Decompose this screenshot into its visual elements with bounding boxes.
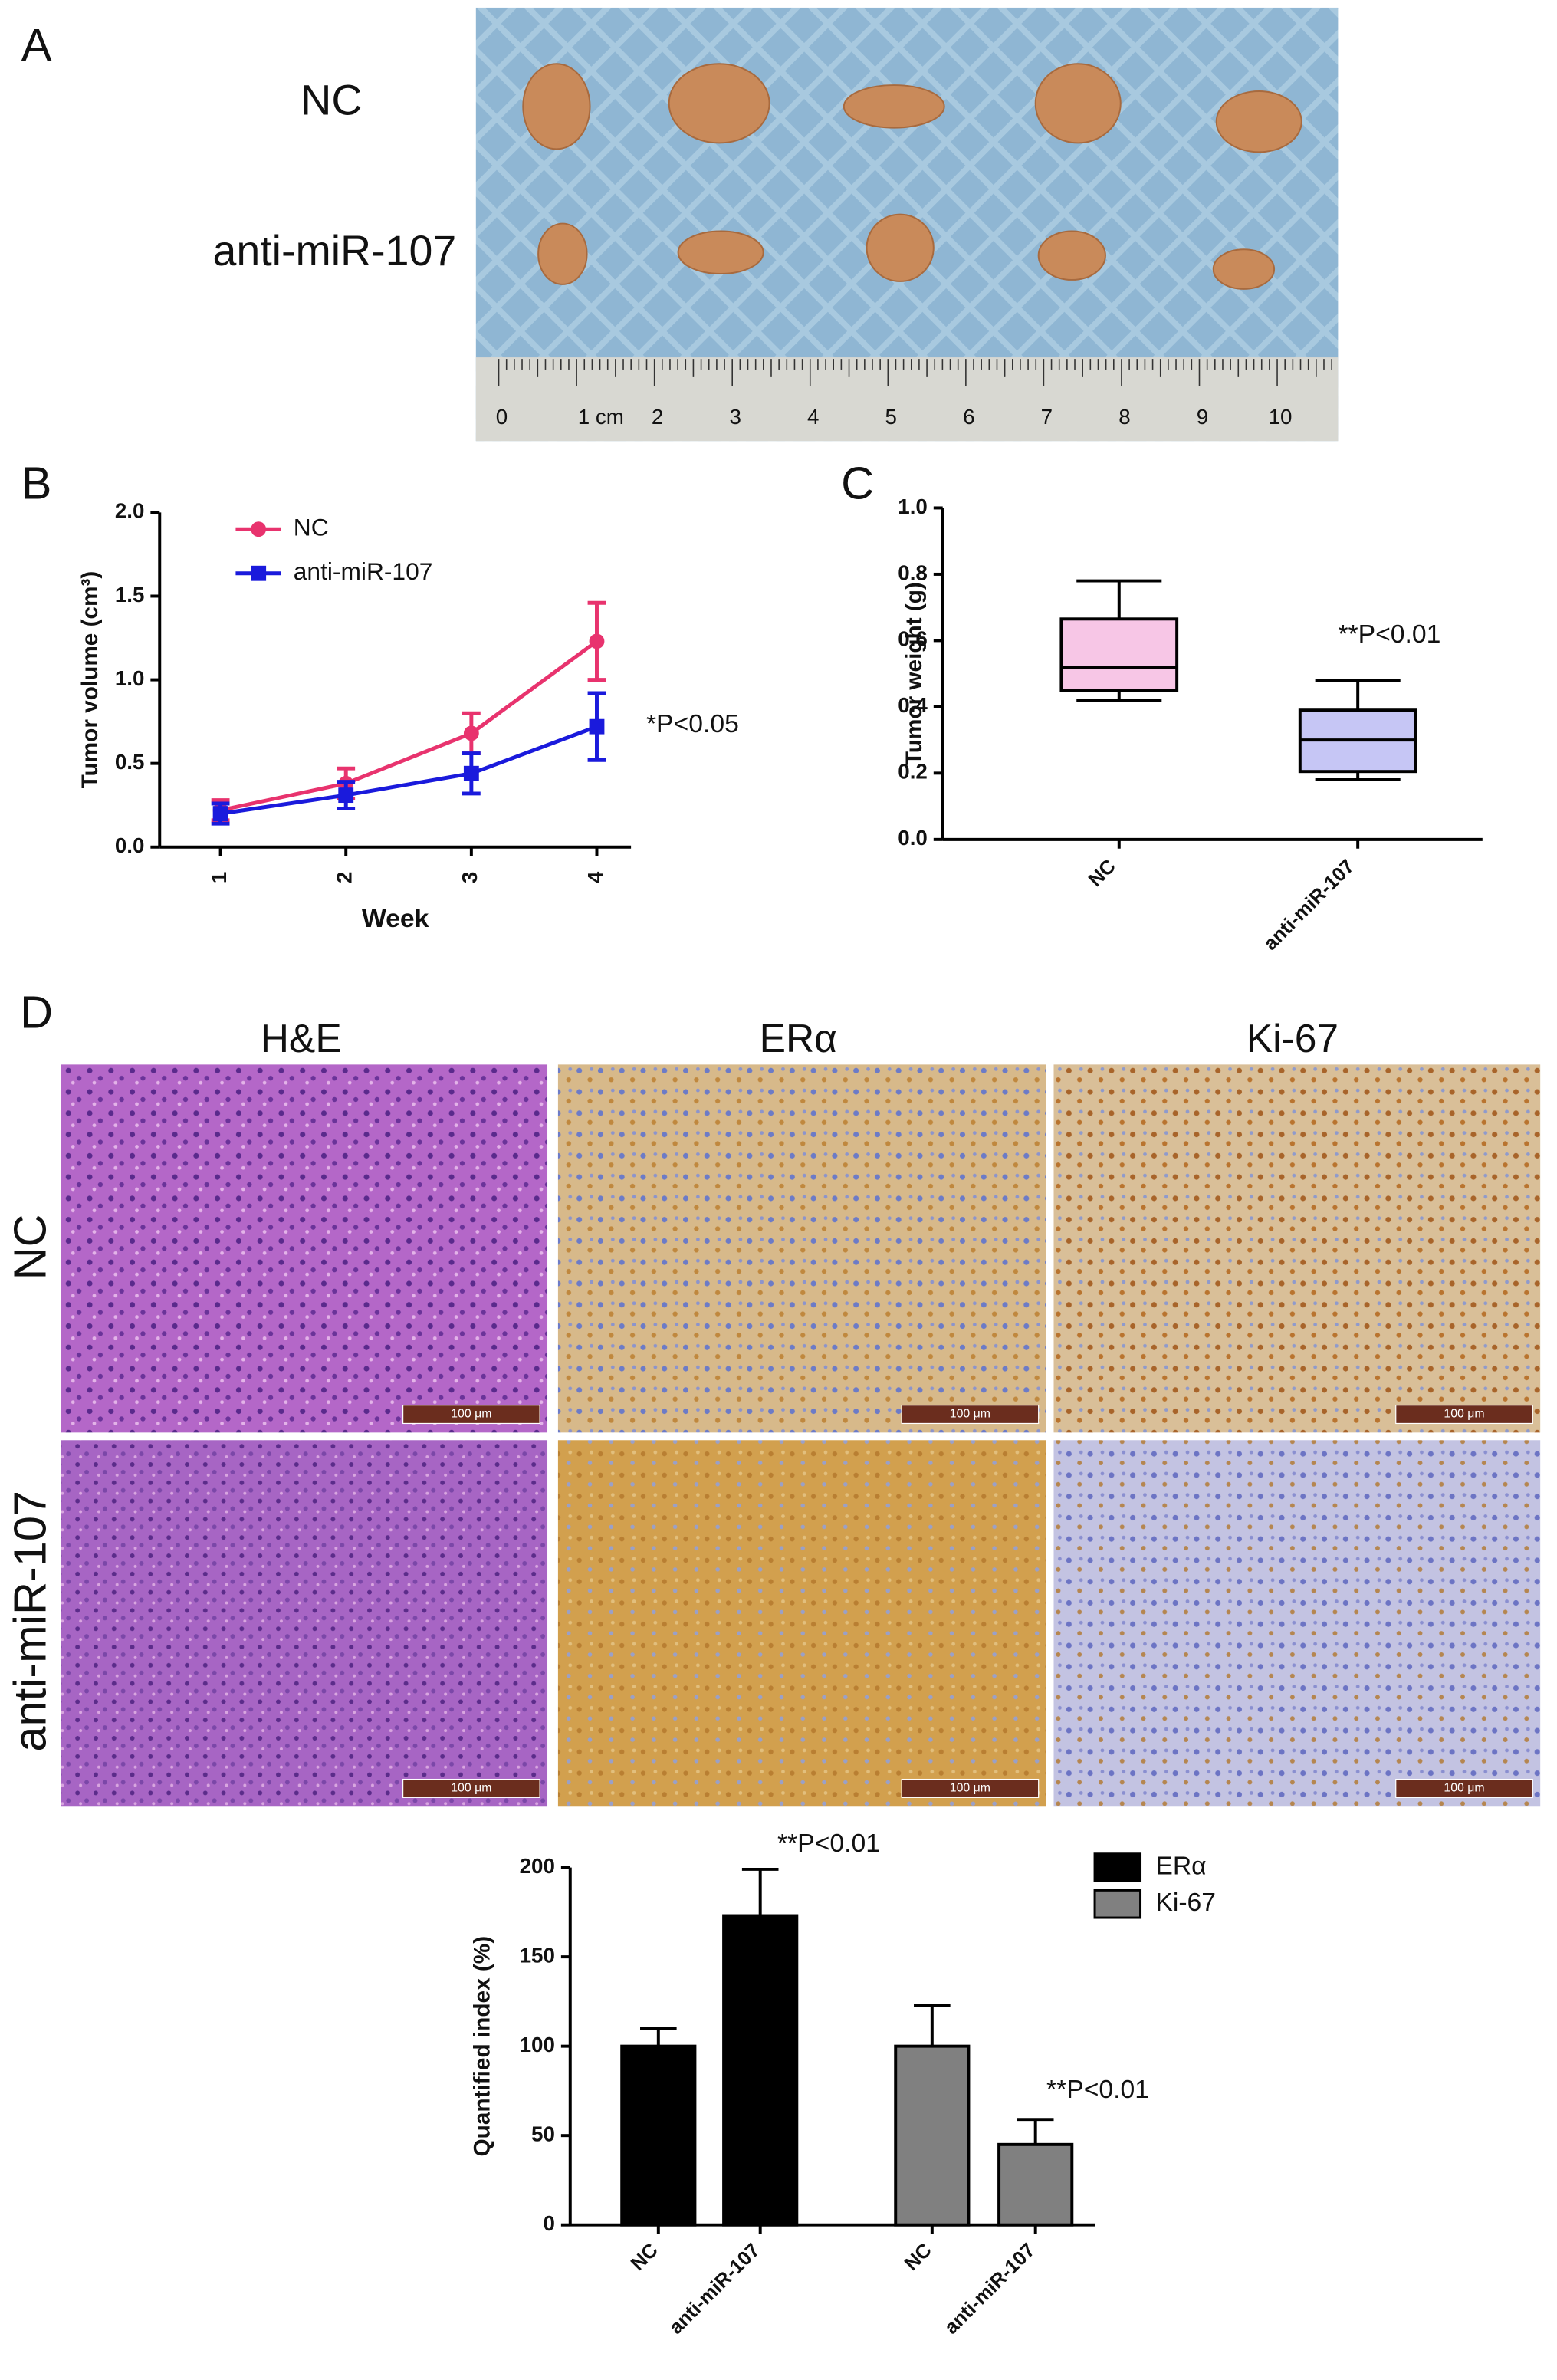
x-tick-label: 3	[458, 872, 481, 883]
scale-bar-label: 100 μm	[950, 1408, 990, 1421]
scale-bar	[901, 1405, 1040, 1425]
column-title: ERα	[760, 1016, 837, 1060]
ruler	[475, 357, 1339, 442]
ruler-label: 2	[652, 405, 663, 429]
ruler-label: 10	[1269, 405, 1293, 429]
legend-label: anti-miR-107	[294, 557, 433, 585]
scale-bar-label: 100 μm	[1444, 1782, 1484, 1795]
error-bar	[741, 1867, 779, 1916]
y-tick-label: 150	[520, 1943, 555, 1967]
annotation: *P<0.05	[646, 709, 739, 738]
scale-bar	[901, 1778, 1040, 1798]
y-axis-label: Quantified index (%)	[470, 1936, 495, 2157]
histology-image	[557, 1440, 1046, 1807]
y-axis-label: Tumor volume (cm³)	[77, 571, 103, 789]
error-bar	[1017, 2118, 1054, 2145]
legend-label: Ki-67	[1155, 1888, 1216, 1917]
y-tick-label: 2.0	[115, 499, 145, 523]
ruler-ticks	[498, 359, 1332, 386]
row-label: NC	[4, 1214, 55, 1280]
x-tick-label: 2	[333, 872, 356, 883]
y-tick-label: 100	[520, 2033, 555, 2056]
x-tick-label: 4	[583, 871, 607, 883]
scale-bar	[1395, 1405, 1533, 1425]
column-title: Ki-67	[1247, 1016, 1339, 1060]
row-label: anti-miR-107	[4, 1491, 55, 1752]
y-tick-label: 0.4	[898, 693, 928, 717]
histology-image	[61, 1064, 548, 1433]
ruler-label: 5	[885, 405, 897, 429]
box	[1059, 617, 1179, 692]
y-tick-label: 200	[520, 1854, 555, 1878]
y-tick-label: 0.5	[115, 750, 145, 774]
y-tick-label: 1.0	[898, 495, 928, 518]
ruler-label: 7	[1041, 405, 1053, 429]
y-tick-label: 0.0	[898, 826, 928, 850]
ruler-label: 3	[729, 405, 741, 429]
histology-image	[1053, 1440, 1541, 1807]
ruler-label: 0	[496, 405, 508, 429]
point	[589, 718, 605, 735]
y-tick-label: 1.0	[115, 666, 145, 690]
y-tick-label: 50	[531, 2122, 555, 2145]
scale-bar	[402, 1405, 540, 1425]
panel-letter: C	[841, 457, 874, 508]
y-tick-label: 0.8	[898, 560, 928, 584]
error-bar	[640, 2027, 677, 2046]
ruler-label: 9	[1197, 405, 1208, 429]
series-line	[220, 725, 598, 816]
histology-image	[1053, 1064, 1541, 1433]
scale-bar	[402, 1778, 540, 1798]
x-tick-label: 1	[207, 872, 231, 883]
y-tick-label: 0.2	[898, 760, 928, 784]
legend-label: NC	[294, 514, 329, 541]
point	[589, 633, 605, 649]
ruler-label: 6	[963, 405, 974, 429]
ruler-label: 8	[1118, 405, 1130, 429]
bar	[620, 2044, 697, 2227]
legend-swatch	[1093, 1852, 1142, 1882]
legend-swatch	[1093, 1889, 1142, 1919]
y-tick-label: 0.0	[115, 833, 145, 857]
tumors	[522, 63, 1302, 290]
ruler-label: 1 cm	[578, 405, 624, 429]
panel-letter: B	[21, 457, 52, 508]
histology-image	[61, 1440, 548, 1807]
legend-marker	[251, 521, 267, 537]
legend-marker	[251, 565, 267, 581]
error-bar	[914, 2004, 951, 2046]
point	[463, 725, 479, 741]
annotation: **P<0.01	[1046, 2075, 1149, 2104]
row-label: NC	[301, 77, 362, 124]
bar	[722, 1914, 799, 2227]
point	[212, 806, 228, 822]
annotation: **P<0.01	[1338, 620, 1440, 649]
bar	[997, 2142, 1074, 2227]
row-label: anti-miR-107	[212, 227, 456, 274]
scale-bar-label: 100 μm	[451, 1408, 491, 1421]
annotation: **P<0.01	[777, 1829, 880, 1858]
ruler-label: 4	[807, 405, 819, 429]
bar	[894, 2044, 971, 2227]
histology-image	[557, 1064, 1046, 1433]
point	[463, 765, 479, 781]
scale-bar-label: 100 μm	[950, 1782, 990, 1795]
series-line	[220, 639, 598, 813]
y-tick-label: 0.6	[898, 627, 928, 651]
y-tick-label: 1.5	[115, 583, 145, 607]
scale-bar	[1395, 1778, 1533, 1798]
point	[338, 787, 354, 804]
scale-bar-label: 100 μm	[1444, 1408, 1484, 1421]
scale-bar-label: 100 μm	[451, 1782, 491, 1795]
panel-letter: D	[20, 987, 53, 1038]
legend-label: ERα	[1155, 1852, 1206, 1881]
x-axis-label: Week	[362, 904, 429, 933]
y-axis-label: Tumor weight (g)	[902, 582, 927, 765]
column-title: H&E	[261, 1016, 342, 1060]
panel-letter: A	[21, 19, 52, 71]
y-tick-label: 0	[544, 2211, 555, 2235]
